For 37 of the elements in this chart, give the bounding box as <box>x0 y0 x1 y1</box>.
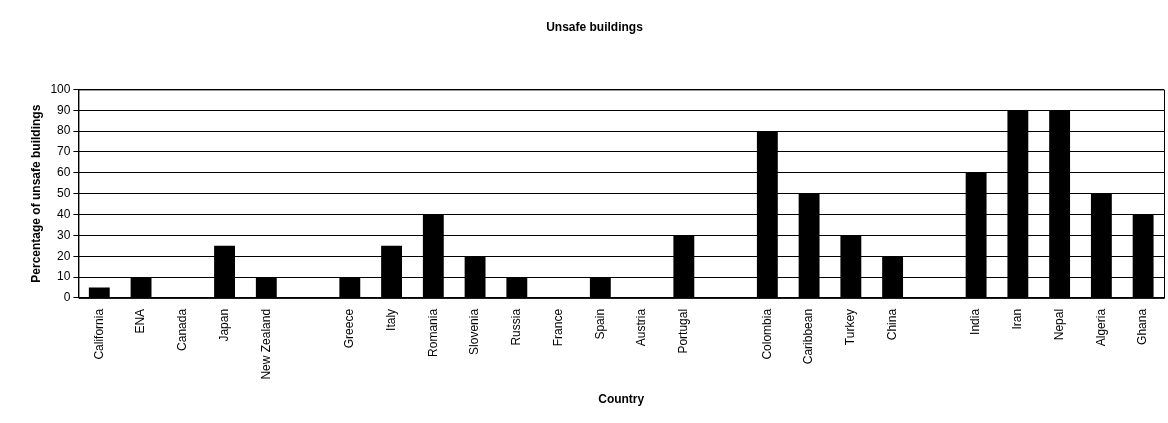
x-tick-label: Romania <box>425 308 440 357</box>
y-tick-label: 70 <box>57 144 71 159</box>
y-tick-label: 20 <box>57 248 71 263</box>
y-tick-label: 100 <box>50 81 71 96</box>
x-tick-label: Nepal <box>1051 308 1066 341</box>
y-tick-label: 90 <box>57 102 71 117</box>
x-tick-label: Slovenia <box>467 308 482 355</box>
x-tick-label: Austria <box>634 308 649 347</box>
x-tick-label: Portugal <box>676 308 691 354</box>
x-axis-title: Country <box>598 392 645 407</box>
x-tick-label: California <box>91 308 106 360</box>
y-tick-label: 30 <box>57 227 71 242</box>
x-tick-label: Russia <box>509 308 524 346</box>
x-tick-label: Spain <box>592 308 607 340</box>
y-tick-label: 50 <box>57 185 71 200</box>
y-tick-label: 0 <box>63 290 71 305</box>
y-tick-label: 40 <box>57 206 71 221</box>
x-tick-label: Canada <box>175 308 190 351</box>
x-tick-label: Turkey <box>843 308 858 346</box>
x-tick-label: Caribbean <box>801 308 816 365</box>
chart-title: Unsafe buildings <box>546 19 644 34</box>
x-tick-label: France <box>550 308 565 347</box>
x-tick-label: India <box>968 308 983 335</box>
x-tick-label: Colombia <box>759 308 774 360</box>
y-tick-label: 80 <box>57 123 71 138</box>
x-tick-label: Ghana <box>1135 308 1150 345</box>
x-tick-label: Iran <box>1010 308 1025 330</box>
y-tick-label: 60 <box>57 165 71 180</box>
y-tick-label: 10 <box>57 269 71 284</box>
x-tick-label: New Zealand <box>258 308 273 380</box>
x-tick-label: Japan <box>216 308 231 342</box>
x-tick-label: Greece <box>342 308 357 349</box>
x-tick-label: China <box>884 308 899 341</box>
x-tick-label: Algeria <box>1093 308 1108 347</box>
y-axis-title: Percentage of unsafe buildings <box>28 104 43 283</box>
x-tick-label: ENA <box>133 308 148 334</box>
x-tick-label: Italy <box>383 308 398 331</box>
